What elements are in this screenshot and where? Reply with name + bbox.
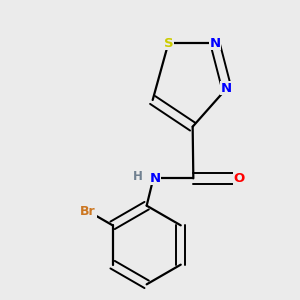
Text: S: S	[164, 37, 173, 50]
Text: Br: Br	[80, 205, 96, 218]
Text: N: N	[149, 172, 161, 185]
Text: H: H	[132, 170, 142, 183]
Text: N: N	[221, 82, 232, 95]
Text: N: N	[209, 37, 220, 50]
Text: O: O	[234, 172, 245, 185]
